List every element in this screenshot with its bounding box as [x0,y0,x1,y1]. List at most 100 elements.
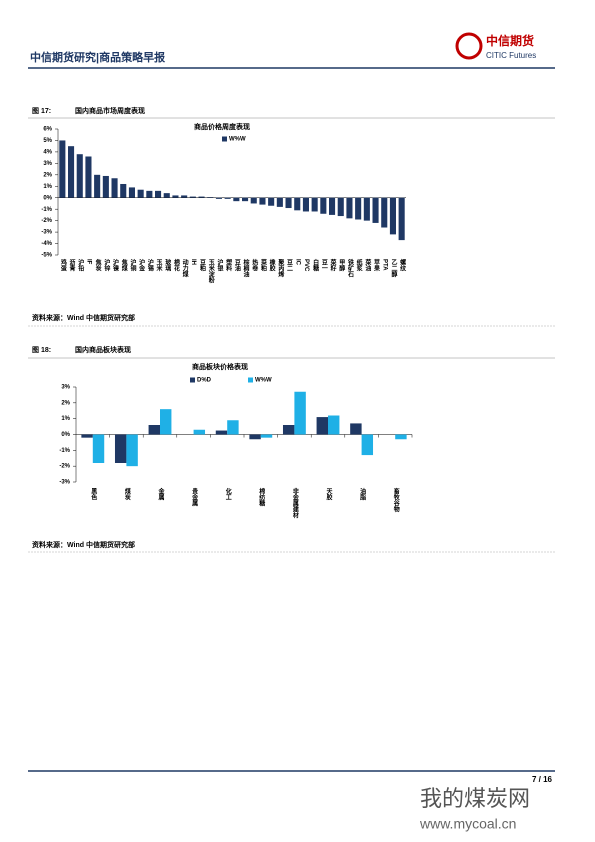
figure-source: 资料来源：Wind 中信期货研究部 [32,540,135,549]
bar [81,434,93,438]
page-number: 7 / 16 [532,775,553,784]
x-tick-label vt: 螺纹 [399,258,406,272]
y-tick-label: -2% [59,464,70,470]
x-tick-label vt: 乙二醇 [390,259,397,278]
bar [128,187,135,198]
bar [276,197,283,207]
y-tick-label: 2% [61,400,70,406]
x-tick-label vt: 棕榈油 [242,258,250,278]
bar [59,140,66,198]
y-tick-label: -4% [41,241,52,247]
y-tick-label: 0% [43,195,52,201]
x-tick-label vt: 苹果 [373,258,381,272]
bar [302,197,309,212]
bar [92,434,105,463]
bar [160,409,172,435]
x-tick-label vt: 沪银 [216,258,223,272]
y-tick-label: 4% [43,149,52,155]
y-tick-label: -5% [41,253,52,259]
bar [193,429,206,435]
x-tick-label vt: 玉米 [155,258,162,272]
bar [155,190,162,198]
bar [215,430,228,435]
bar [260,434,273,438]
x-tick-label vt: 油脂 [359,487,367,501]
bar [120,183,127,198]
y-tick-label: 1% [61,416,70,422]
logo-cn: 中信期货 [486,33,534,48]
bar [372,197,379,223]
x-tick-label vt: 豆油 [233,258,240,272]
watermark-name: 我的煤炭网 [420,786,530,811]
x-tick-label vt: 畜牧谷物 [392,487,399,513]
bar [148,425,160,435]
x-tick-label vt: 玻璃 [164,258,171,272]
bar [316,417,328,435]
bar [102,175,109,198]
y-tick-label: 1% [43,184,52,190]
y-tick-label: -3% [59,480,70,486]
y-tick-label: 5% [43,138,52,144]
x-tick-label vt: 金属 [157,487,165,501]
bar [337,197,344,217]
x-tick-label vt: 豆二 [286,258,293,271]
bar [250,197,257,204]
chart-title: 商品价格周度表现 [194,122,250,131]
chart-title: 商品板块价格表现 [192,362,248,371]
legend-label: D%D [197,378,212,384]
bar [294,391,306,435]
bar [346,197,353,219]
bar [363,197,370,221]
x-tick-label vt: 沪锌 [103,258,110,272]
legend-swatch [222,136,227,142]
figure-label: 图 17: [32,106,51,115]
bar [94,174,101,198]
x-tick-label vt: 沪铜 [129,258,136,272]
x-tick-label vt: 白糖 [312,258,319,272]
bar [189,196,196,198]
y-tick-label: -1% [41,207,52,213]
bar [389,197,396,235]
x-tick-label vt: 玉米淀粉 [207,258,214,284]
y-tick-label: 2% [43,172,52,178]
legend-label: W%W [229,137,246,143]
bar [137,189,144,198]
x-tick-label vt: 棉纺糖 [258,487,265,507]
bar [233,197,240,202]
bar [111,178,118,198]
y-tick-label: 0% [61,432,70,438]
legend-swatch [248,377,253,383]
x-tick-label vt: PVC [303,259,309,272]
bar [172,195,179,198]
x-tick-label vt: 沥青 [68,258,75,272]
y-tick-label: 3% [61,385,70,391]
bar [207,197,214,198]
x-tick-label vt: 化工 [224,487,231,500]
bar [249,434,261,440]
x-tick-label vt: 铁矿石 [346,258,354,278]
x-tick-label vt: 沪锡 [146,258,153,272]
bar [282,425,295,435]
bar [381,197,388,228]
x-tick-label vt: IH [190,259,196,265]
figure-title: 国内商品市场周度表现 [75,106,145,115]
x-tick-label vt: 甲醇 [338,258,345,272]
x-tick-label vt: 天胶 [325,488,332,501]
bar [328,415,340,435]
bar [259,197,266,205]
x-tick-label vt: 聚丙烯 [277,258,285,278]
x-tick-label vt: 豆粕 [199,258,206,272]
bar [68,146,75,198]
bar [163,193,170,198]
watermark-url: www.mycoal.cn [419,816,516,832]
bar [329,197,336,215]
x-tick-label vt: 非金属建材 [291,487,299,519]
x-tick-label vt: 棉花 [172,258,179,272]
bar [398,197,405,241]
x-tick-label vt: 纸浆 [355,258,363,272]
bar [350,423,362,435]
y-tick-label: -3% [41,230,52,236]
x-tick-label vt: 豆一 [320,258,327,271]
y-tick-label: -1% [59,448,70,454]
x-tick-label vt: 橡胶 [268,258,275,272]
